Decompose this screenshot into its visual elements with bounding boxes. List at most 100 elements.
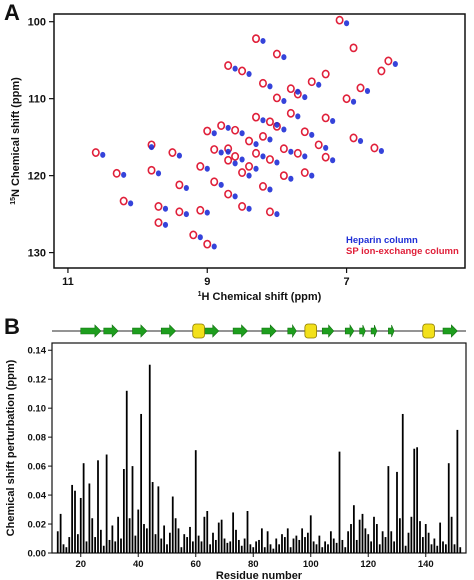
csp-bar [117, 516, 120, 553]
csp-bar [266, 531, 269, 553]
csp-bar [145, 528, 148, 553]
csp-bar [315, 544, 318, 553]
peak-heparin [281, 54, 287, 61]
peak-heparin [253, 141, 259, 148]
x-tick-label-b: 60 [190, 559, 201, 570]
csp-bar [209, 544, 212, 553]
x-axis-label-b: Residue number [216, 570, 303, 580]
csp-bar [459, 547, 462, 553]
csp-bar [194, 450, 197, 553]
csp-bar [447, 463, 450, 553]
csp-bar [131, 466, 134, 553]
csp-bar [163, 525, 166, 553]
peak-heparin [218, 181, 224, 188]
peak-sp [286, 108, 295, 118]
y-tick-label-a: 130 [28, 248, 46, 260]
peak-heparin [183, 211, 189, 218]
peak-heparin [162, 221, 169, 228]
peak-sp [231, 151, 240, 161]
csp-bar [281, 534, 283, 553]
beta-strand-arrow [103, 324, 119, 338]
peak-sp [168, 148, 177, 157]
panel-b-label: B [4, 314, 20, 339]
peak-heparin [267, 83, 273, 90]
csp-bar [252, 547, 255, 553]
csp-bar [298, 539, 301, 553]
y-tick-label-b: 0.04 [28, 491, 47, 502]
peak-sp [196, 205, 205, 215]
peak-heparin [309, 172, 315, 179]
csp-bar [352, 505, 355, 553]
beta-strand-arrow [344, 323, 355, 339]
peak-sp [293, 148, 302, 158]
beta-strand-arrow [204, 324, 220, 338]
peak-heparin [239, 130, 245, 137]
csp-bar [292, 538, 295, 553]
peak-heparin [232, 65, 238, 72]
peak-heparin [350, 98, 357, 105]
peak-sp [112, 168, 121, 178]
y-axis-label-a: 15N Chemical shift (ppm) [10, 77, 22, 205]
csp-bar [335, 542, 338, 553]
csp-bar [85, 541, 88, 553]
peak-sp [300, 127, 309, 137]
csp-bar [367, 534, 370, 553]
peak-heparin [204, 209, 210, 216]
peak-heparin [330, 157, 336, 164]
csp-bar [289, 547, 292, 553]
peak-sp [342, 94, 351, 104]
csp-bar [108, 539, 111, 553]
csp-bar [68, 537, 71, 553]
csp-bar [206, 511, 209, 553]
peak-heparin [260, 37, 266, 44]
csp-bar [243, 538, 246, 553]
csp-bar [347, 531, 350, 553]
csp-bar [180, 547, 183, 553]
y-tick-label-b: 0.10 [28, 404, 47, 415]
csp-bar [122, 469, 125, 553]
peak-heparin [204, 165, 210, 172]
x-tick-label-b: 20 [75, 559, 86, 570]
csp-bar [321, 547, 324, 553]
alpha-helix-cylinder [192, 323, 205, 339]
csp-bar [140, 413, 143, 553]
csp-bar [151, 482, 154, 553]
peak-sp [384, 56, 393, 66]
csp-bar [430, 544, 433, 553]
csp-bar [226, 542, 229, 553]
csp-bar [94, 537, 97, 553]
peak-sp [272, 93, 281, 103]
csp-bar [214, 539, 217, 553]
csp-bar [269, 544, 272, 553]
csp-bar [456, 429, 459, 553]
csp-bar [407, 532, 410, 553]
csp-bar [168, 532, 171, 553]
peak-heparin [302, 153, 308, 160]
csp-bar [71, 484, 74, 553]
csp-bar [148, 364, 151, 553]
csp-bar [361, 513, 364, 553]
csp-bar [88, 483, 91, 553]
peak-heparin [274, 159, 280, 166]
csp-bar [304, 537, 306, 553]
csp-bar [174, 518, 177, 553]
csp-bar [444, 544, 447, 553]
csp-bar [355, 539, 358, 553]
csp-bar [56, 531, 59, 553]
beta-strand-arrow [388, 324, 395, 338]
csp-bar [183, 534, 186, 553]
y-tick-label-b: 0.12 [28, 375, 47, 386]
csp-bar [278, 544, 281, 553]
plot-frame-a [53, 13, 466, 269]
csp-bar [398, 518, 401, 553]
csp-bar [249, 544, 252, 553]
peak-sp [279, 171, 288, 181]
csp-bar [413, 448, 416, 553]
csp-bar [171, 496, 174, 553]
peak-sp [154, 202, 163, 211]
csp-bar [82, 463, 85, 553]
csp-bar [114, 541, 117, 553]
beta-strand-arrow [321, 324, 335, 338]
csp-bar [401, 413, 404, 553]
